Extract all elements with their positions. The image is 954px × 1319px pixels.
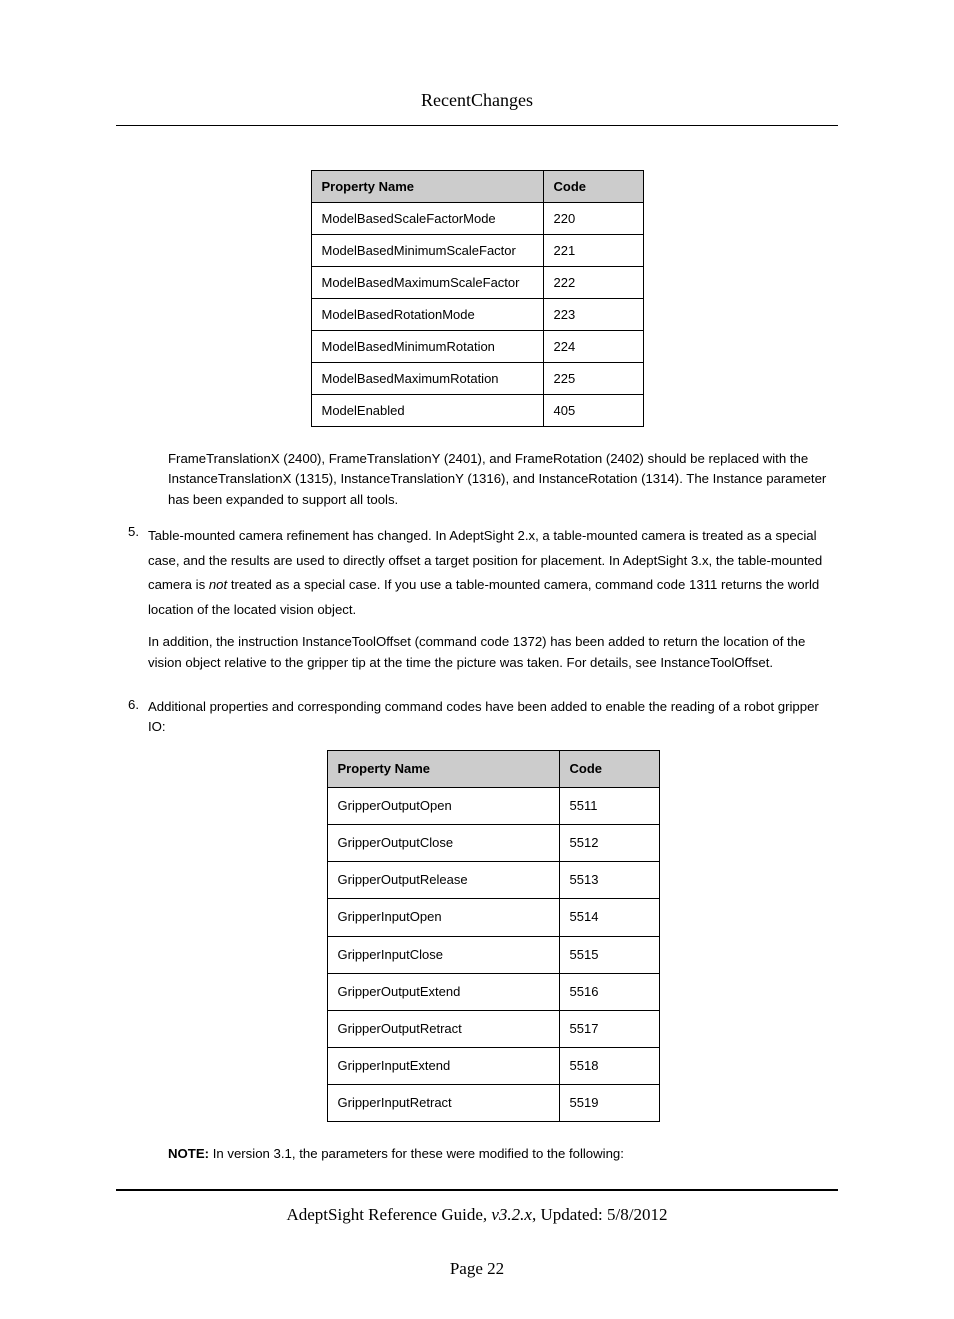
cell-code: 5512 [559, 825, 659, 862]
note-line: NOTE: In version 3.1, the parameters for… [168, 1146, 838, 1161]
table-row: ModelBasedScaleFactorMode220 [311, 203, 643, 235]
cell-code: 220 [543, 203, 643, 235]
cell-property-name: GripperInputClose [327, 936, 559, 973]
col-header-property: Property Name [311, 171, 543, 203]
table-row: ModelBasedMinimumScaleFactor221 [311, 235, 643, 267]
table-header-row: Property Name Code [311, 171, 643, 203]
numbered-list: 5. Table-mounted camera refinement has c… [116, 524, 838, 1128]
frame-translation-paragraph: FrameTranslationX (2400), FrameTranslati… [168, 449, 838, 510]
cell-code: 405 [543, 395, 643, 427]
item-5-p2: In addition, the instruction InstanceToo… [148, 632, 838, 673]
item-5-p1-em: not [209, 577, 227, 592]
cell-property-name: ModelBasedMinimumRotation [311, 331, 543, 363]
cell-property-name: ModelBasedScaleFactorMode [311, 203, 543, 235]
cell-code: 5511 [559, 788, 659, 825]
note-label: NOTE: [168, 1146, 209, 1161]
property-table-1: Property Name Code ModelBasedScaleFactor… [311, 170, 644, 427]
cell-code: 5518 [559, 1047, 659, 1084]
table-row: ModelEnabled405 [311, 395, 643, 427]
cell-code: 5513 [559, 862, 659, 899]
cell-property-name: ModelBasedMinimumScaleFactor [311, 235, 543, 267]
table2-body: GripperOutputOpen5511GripperOutputClose5… [327, 788, 659, 1122]
table-header-row: Property Name Code [327, 750, 659, 787]
item-number: 6. [116, 697, 148, 1128]
cell-property-name: GripperInputExtend [327, 1047, 559, 1084]
col-header-property: Property Name [327, 750, 559, 787]
cell-code: 5517 [559, 1010, 659, 1047]
cell-code: 5519 [559, 1085, 659, 1122]
cell-code: 222 [543, 267, 643, 299]
item-5-p1-b: treated as a special case. If you use a … [148, 577, 819, 616]
list-item-5: 5. Table-mounted camera refinement has c… [116, 524, 838, 683]
cell-code: 5514 [559, 899, 659, 936]
item-5-body: Table-mounted camera refinement has chan… [148, 524, 838, 683]
cell-code: 5515 [559, 936, 659, 973]
cell-property-name: GripperOutputOpen [327, 788, 559, 825]
table-row: ModelBasedMinimumRotation224 [311, 331, 643, 363]
cell-property-name: ModelBasedMaximumScaleFactor [311, 267, 543, 299]
cell-code: 223 [543, 299, 643, 331]
footer-title: AdeptSight Reference Guide [286, 1205, 482, 1224]
table-row: ModelBasedMaximumRotation225 [311, 363, 643, 395]
footer: AdeptSight Reference Guide, v3.2.x, Upda… [116, 1189, 838, 1225]
table-row: GripperInputClose5515 [327, 936, 659, 973]
item-6-body: Additional properties and corresponding … [148, 697, 838, 1128]
cell-property-name: GripperInputOpen [327, 899, 559, 936]
footer-version: v3.2.x [491, 1205, 532, 1224]
table-row: GripperOutputClose5512 [327, 825, 659, 862]
cell-property-name: ModelEnabled [311, 395, 543, 427]
table-row: GripperInputRetract5519 [327, 1085, 659, 1122]
footer-date: 5/8/2012 [607, 1205, 667, 1224]
item-5-p1: Table-mounted camera refinement has chan… [148, 524, 838, 622]
table-row: ModelBasedMaximumScaleFactor222 [311, 267, 643, 299]
note-text: In version 3.1, the parameters for these… [209, 1146, 624, 1161]
cell-code: 5516 [559, 973, 659, 1010]
cell-property-name: GripperOutputRetract [327, 1010, 559, 1047]
cell-property-name: GripperOutputClose [327, 825, 559, 862]
cell-code: 224 [543, 331, 643, 363]
page-header-title: RecentChanges [116, 90, 838, 126]
cell-property-name: GripperOutputRelease [327, 862, 559, 899]
footer-sep2: , Updated: [532, 1205, 607, 1224]
property-table-2: Property Name Code GripperOutputOpen5511… [327, 750, 660, 1122]
item-number: 5. [116, 524, 148, 683]
table-row: GripperOutputRelease5513 [327, 862, 659, 899]
table-row: GripperOutputExtend5516 [327, 973, 659, 1010]
cell-code: 221 [543, 235, 643, 267]
item-6-p1: Additional properties and corresponding … [148, 697, 838, 738]
col-header-code: Code [543, 171, 643, 203]
col-header-code: Code [559, 750, 659, 787]
cell-property-name: ModelBasedRotationMode [311, 299, 543, 331]
page: RecentChanges Property Name Code ModelBa… [0, 0, 954, 1319]
cell-property-name: GripperInputRetract [327, 1085, 559, 1122]
list-item-6: 6. Additional properties and correspondi… [116, 697, 838, 1128]
table1-body: ModelBasedScaleFactorMode220ModelBasedMi… [311, 203, 643, 427]
cell-property-name: GripperOutputExtend [327, 973, 559, 1010]
table-row: ModelBasedRotationMode223 [311, 299, 643, 331]
cell-code: 225 [543, 363, 643, 395]
table-row: GripperOutputOpen5511 [327, 788, 659, 825]
page-number: Page 22 [116, 1259, 838, 1279]
cell-property-name: ModelBasedMaximumRotation [311, 363, 543, 395]
table-row: GripperInputExtend5518 [327, 1047, 659, 1084]
table-row: GripperInputOpen5514 [327, 899, 659, 936]
table-row: GripperOutputRetract5517 [327, 1010, 659, 1047]
